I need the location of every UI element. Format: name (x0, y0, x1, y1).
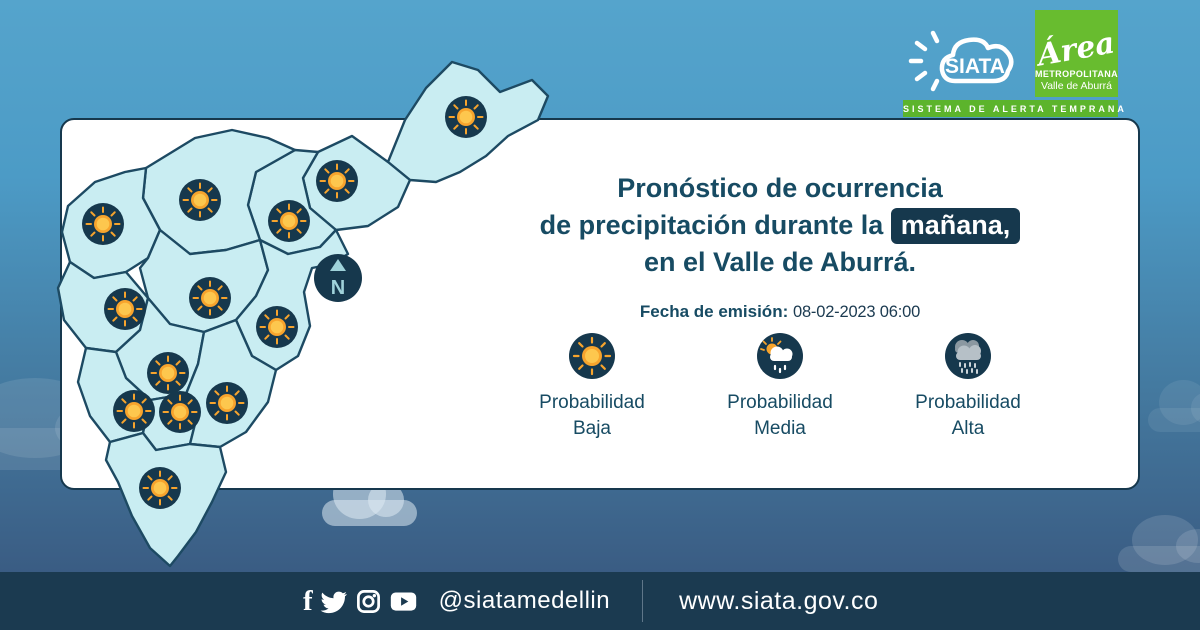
sun-marker (138, 466, 182, 510)
emission-date-line: Fecha de emisión: 08-02-2023 06:00 (468, 293, 1092, 331)
sun-marker (103, 287, 147, 331)
youtube-icon[interactable] (389, 587, 418, 616)
svg-text:N: N (331, 277, 345, 299)
sun-marker (205, 381, 249, 425)
title-line-3: en el Valle de Aburrá. (643, 247, 917, 277)
sun-marker (267, 199, 311, 243)
sun-marker (255, 305, 299, 349)
area-logo-script: Área (1034, 25, 1117, 74)
instagram-icon[interactable] (355, 588, 382, 615)
legend-item-baja: Probabilidad Baja (498, 332, 686, 442)
title-highlight-badge: mañana, (890, 208, 1021, 244)
website-link[interactable]: www.siata.gov.co (679, 586, 879, 615)
legend-item-alta: Probabilidad Alta (874, 332, 1062, 442)
cloud-rain-icon (945, 333, 991, 379)
svg-text:SIATA: SIATA (945, 55, 1005, 78)
sun-marker (444, 95, 488, 139)
emission-value: 08-02-2023 06:00 (792, 303, 921, 321)
background-cloud (1148, 379, 1200, 432)
compass-north: N (314, 254, 362, 302)
sun-marker (146, 351, 190, 395)
footer-divider (642, 580, 644, 622)
title-line-2: de precipitación durante la mañana, (468, 207, 1092, 244)
emission-label: Fecha de emisión: (639, 302, 789, 321)
sistema-alerta-temprana-bar: SISTEMA DE ALERTA TEMPRANA (903, 100, 1124, 117)
sun-cloud-rain-icon (757, 333, 803, 379)
sun-marker (81, 202, 125, 246)
brand-block: SIATA Área METROPOLITANA Valle de Aburrá… (903, 10, 1124, 117)
headline: Pronóstico de ocurrencia de precipitació… (468, 170, 1092, 331)
sun-marker (178, 178, 222, 222)
background-cloud (1118, 515, 1200, 572)
sun-marker (112, 389, 156, 433)
legend-label: Probabilidad Media (727, 392, 833, 439)
legend-label: Probabilidad Alta (915, 392, 1021, 439)
sun-marker (188, 276, 232, 320)
social-handle[interactable]: @siatamedellin (438, 587, 611, 614)
sun-icon (569, 333, 615, 379)
twitter-icon[interactable] (320, 587, 348, 615)
legend-item-media: Probabilidad Media (686, 332, 874, 442)
legend-label: Probabilidad Baja (539, 392, 645, 439)
sun-marker (315, 159, 359, 203)
facebook-icon[interactable]: f (303, 585, 313, 617)
background-cloud (322, 469, 417, 526)
probability-legend: Probabilidad Baja Probabilidad Media (498, 332, 1062, 442)
sun-marker (158, 390, 202, 434)
social-icons: f (303, 587, 425, 616)
title-line-1: Pronóstico de ocurrencia (617, 173, 943, 203)
siata-logo: SIATA (908, 30, 1014, 92)
area-metropolitana-logo: Área METROPOLITANA Valle de Aburrá (1034, 10, 1118, 97)
footer-bar: f @siatamedellin www.siata.gov.co (0, 572, 1200, 630)
